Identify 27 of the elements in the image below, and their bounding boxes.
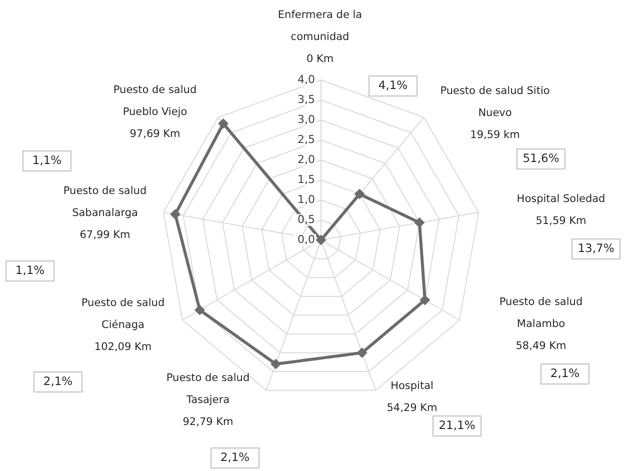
y-tick-label: 3,5: [298, 93, 315, 106]
text: 2,1%: [43, 374, 73, 388]
y-tick-label: 3,0: [298, 113, 315, 126]
spoke-label: Hospital 54,29 Km: [386, 380, 438, 414]
spoke-label: Puesto de salud Sitio Nuevo 19,59 km: [440, 85, 550, 141]
spoke-label: Puesto de salud Tasajera 92,79 Km: [166, 372, 250, 428]
text: 4,1%: [378, 78, 408, 92]
text: 51,6%: [522, 151, 560, 165]
spoke-label: Hospital Soledad 51,59 Km: [516, 193, 606, 227]
text: 2,1%: [550, 366, 580, 380]
y-tick-label: 0,0: [298, 233, 315, 246]
y-tick-label: 2,5: [298, 133, 315, 146]
spoke-label: Puesto de salud Ciénaga 102,09 Km: [81, 297, 165, 353]
spoke-label: Enfermera de la comunidad 0 Km: [278, 9, 362, 65]
spoke-label: Puesto de salud Sabanalarga 67,99 Km: [63, 185, 147, 241]
text: 1,1%: [32, 153, 62, 167]
text: 2,1%: [220, 450, 250, 464]
text: 13,7%: [578, 241, 614, 255]
text: 1,1%: [15, 263, 45, 277]
spoke-label: Puesto de salud Pueblo Viejo 97,69 Km: [113, 84, 197, 140]
y-tick-label: 1,0: [298, 193, 315, 206]
y-tick-label: 2,0: [298, 153, 315, 166]
y-tick-label: 1,5: [298, 173, 315, 186]
spoke-label: Puesto de salud Malambo 58,49 Km: [499, 296, 583, 352]
y-tick-label: 0,5: [298, 213, 315, 226]
y-tick-label: 4,0: [298, 73, 315, 86]
text: 21,1%: [438, 418, 476, 432]
